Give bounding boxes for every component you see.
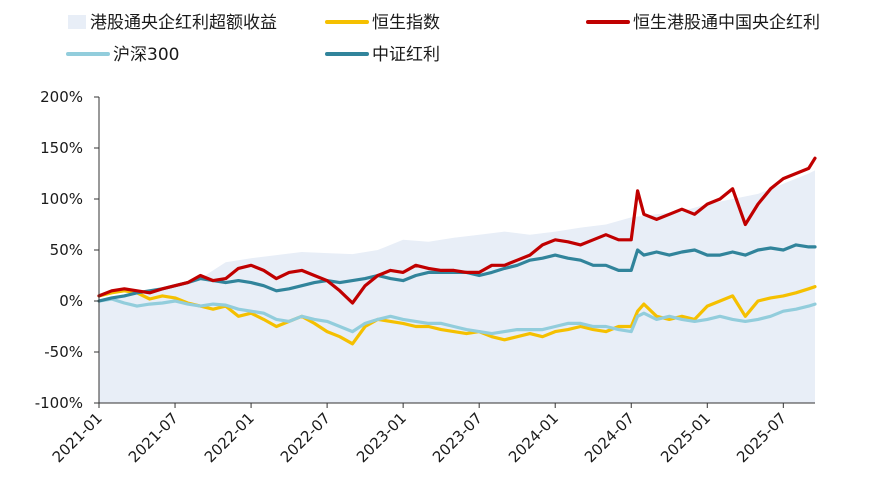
line-hang-seng-index [97, 285, 817, 346]
x-tick-label: 2024-07 [581, 409, 638, 466]
legend-item-hang-seng-index: 恒生指数 [325, 13, 440, 33]
legend-item-csi-dividend: 中证红利 [325, 45, 440, 65]
legend-item-hs-soe-dividend: 恒生港股通中国央企红利 [586, 13, 820, 33]
y-tick-label: 200% [40, 88, 83, 106]
legend-label: 沪深300 [113, 45, 179, 65]
axes [94, 96, 815, 408]
x-tick-label: 2023-07 [429, 409, 486, 466]
y-tick-label: 100% [40, 190, 83, 208]
line-hs-sh-sz-soe-dividend [97, 156, 817, 305]
x-tick-label: 2025-07 [733, 409, 790, 466]
x-tick-label: 2023-01 [353, 409, 410, 466]
legend-label: 恒生港股通中国央企红利 [633, 13, 820, 33]
legend-item-excess-return: 港股通央企红利超额收益 [68, 13, 277, 33]
x-tick-label: 2025-01 [657, 409, 714, 466]
legend-label: 恒生指数 [372, 13, 440, 33]
y-tick-label: -100% [35, 394, 83, 412]
x-tick-label: 2021-01 [49, 409, 106, 466]
y-axis-tick-labels: 200% 150% 100% 50% 0% -50% -100% [35, 88, 83, 412]
x-tick-label: 2021-07 [125, 409, 182, 466]
legend-label: 港股通央企红利超额收益 [90, 13, 277, 33]
line-csi-300 [97, 297, 817, 336]
y-tick-label: 150% [40, 139, 83, 157]
plot-area [97, 156, 817, 403]
x-axis-tick-labels: 2021-01 2021-07 2022-01 2022-07 2023-01 2023-… [49, 409, 790, 466]
legend-label: 中证红利 [372, 45, 440, 65]
x-tick-label: 2022-01 [201, 409, 258, 466]
y-tick-label: 50% [50, 241, 83, 259]
legend-swatch [68, 15, 86, 29]
y-tick-label: -50% [44, 343, 83, 361]
area-excess-return [99, 170, 815, 403]
y-tick-label: 0% [59, 292, 83, 310]
x-tick-label: 2022-07 [277, 409, 334, 466]
x-tick-label: 2024-01 [505, 409, 562, 466]
legend-item-csi-300: 沪深300 [66, 45, 179, 65]
